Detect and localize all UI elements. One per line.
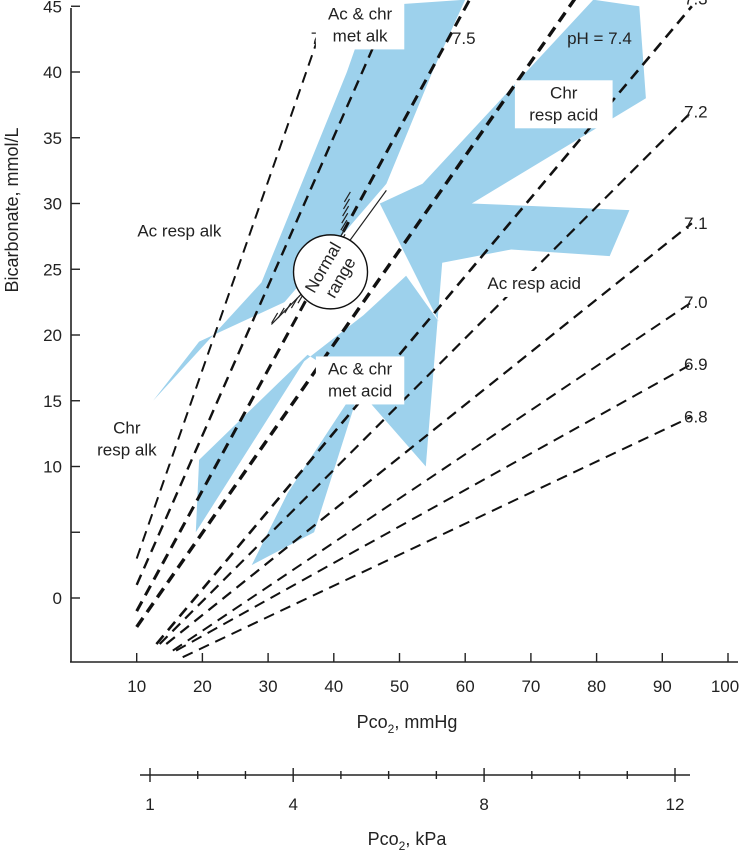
x-axis-title-unit: , mmHg [394,712,457,732]
kpa-tick-label: 4 [288,795,297,814]
x-ticks: 10 20 30 40 50 60 70 80 90 100 [127,653,739,696]
hatch-mark [343,191,351,203]
region-label-layer: Ac & chr met alk Chr resp acid Ac resp alk Ac… [82,1,613,464]
kpa-axis-title-main: Pco [368,829,399,849]
y-tick-label: 20 [43,326,62,345]
isobar-line-7 [172,301,693,652]
region-label-line: met acid [328,381,392,400]
x-tick-label: 100 [711,677,739,696]
kpa-ticks: 1 4 8 12 [145,768,684,814]
x-tick-label: 70 [521,677,540,696]
x-tick-label: 50 [390,677,409,696]
hatch-mark [342,205,350,217]
isobar-line-0 [135,1,332,559]
x-tick-label: 90 [653,677,672,696]
region-label-line: resp alk [97,441,157,460]
hatch-mark [277,307,285,319]
region-label-line: resp acid [529,105,598,124]
x-tick-label: 40 [324,677,343,696]
normal-range-circle [292,234,369,310]
hatch-mark [284,302,292,314]
isobar-line-6 [165,222,693,645]
kpa-axis-title-unit: , kPa [405,829,447,849]
kpa-axis-title: Pco2, kPa [368,829,448,853]
x-tick-label: 10 [127,677,146,696]
x-tick-label: 60 [456,677,475,696]
region-label-bg-1 [514,80,613,129]
region-label-0: Ac & chr met alk [328,4,393,45]
kpa-tick-label: 8 [479,795,488,814]
region-label-2: Ac resp alk [137,221,222,240]
hatch-mark [340,219,348,231]
region-label-line: met alk [333,26,388,45]
region-label-bg-2 [121,218,238,245]
isobar-line-2 [135,0,472,612]
region-label-line: Ac resp alk [137,221,222,240]
region-label-line: Ac & chr [328,4,393,23]
hatch-mark [339,226,347,238]
isobar-label-2: 7.5 [452,29,476,48]
region-label-3: Ac resp acid [487,274,581,293]
y-tick-label: 45 [43,0,62,16]
y-tick-label: 15 [43,392,62,411]
region-label-bg-5 [82,415,172,464]
x-axis-title: Pco2, mmHg [357,712,458,736]
y-tick-label: 40 [43,63,62,82]
regions-layer [153,0,646,566]
kpa-axis-title-sub: 2 [399,839,406,853]
y-axis-title: Bicarbonate, mmol/L [2,127,22,292]
hatch-mark [342,198,351,210]
region-label-bg-0 [315,1,405,50]
x-tick-label: 80 [587,677,606,696]
isobar-line-1 [135,1,395,586]
y-tick-label: 0 [53,589,62,608]
hatch-mark [341,212,349,224]
kpa-tick-label: 12 [666,795,685,814]
isobar-line-3 [135,0,577,628]
y-ticks: 0101520253035404550 [43,0,80,608]
region-0 [195,0,646,566]
kpa-tick-label: 1 [145,795,154,814]
isobar-line-9 [182,415,693,659]
x-tick-label: 20 [193,677,212,696]
region-label-line: Ac resp acid [487,274,581,293]
hatch-mark [271,312,279,324]
isobar-label-5: 7.2 [684,102,708,121]
isobar-label-3: pH = 7.4 [567,29,632,48]
region-label-4: Ac & chr met acid [328,359,393,400]
isobar-label-8: 6.9 [684,355,708,374]
hatch-mark [290,297,298,309]
normal-range-layer: Normalrange [292,234,369,310]
region-1 [153,0,466,401]
region-label-line: Chr [550,83,578,102]
isobar-label-4: 7.3 [684,0,708,8]
y-tick-label: 10 [43,458,62,477]
isobar-label-7: 7.0 [684,293,708,312]
region-label-5: Chr resp alk [97,419,157,460]
y-tick-label: 35 [43,129,62,148]
region-label-line: Chr [113,419,141,438]
isobar-line-8 [175,363,693,652]
y-tick-label: 25 [43,260,62,279]
region-label-bg-4 [315,356,405,405]
x-axis-title-main: Pco [357,712,388,732]
region-label-line: Ac & chr [328,359,393,378]
x-tick-label: 30 [259,677,278,696]
y-tick-label: 30 [43,195,62,214]
region-label-1: Chr resp acid [529,83,598,124]
isobar-label-6: 7.1 [684,214,708,233]
x-axis-title-sub: 2 [388,722,395,736]
region-label-bg-3 [471,270,597,297]
isobar-label-9: 6.8 [684,408,708,427]
